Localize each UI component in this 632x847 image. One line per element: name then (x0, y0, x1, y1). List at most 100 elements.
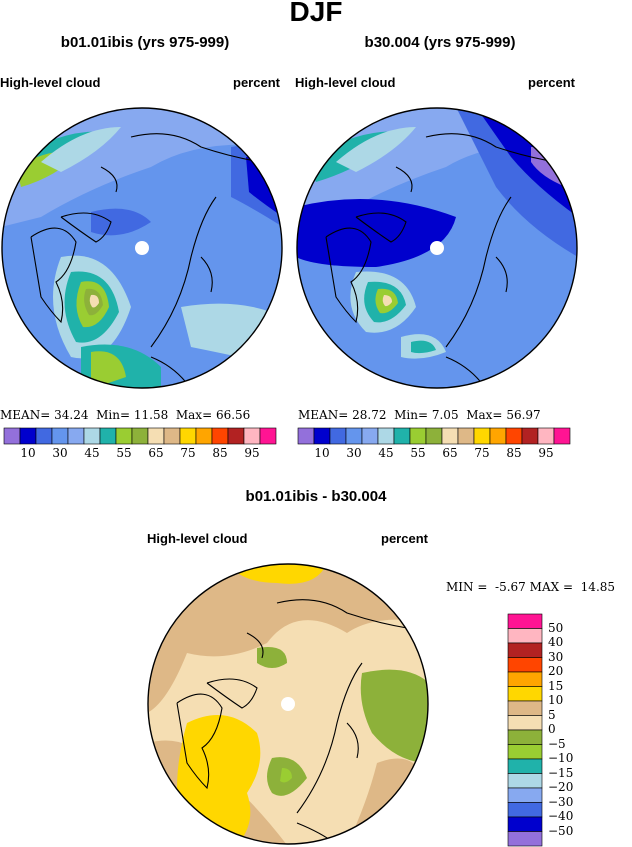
colorbar-swatch (507, 758, 543, 774)
colorbar-tick-label: 10 (548, 693, 564, 707)
colorbar-tick-label: 30 (548, 649, 564, 664)
colorbar-tick-label: −50 (548, 823, 574, 838)
colorbar-tick-label: 85 (212, 446, 228, 460)
colorbar-swatch (115, 427, 133, 445)
colorbar-tick-label: 75 (474, 446, 490, 460)
colorbar-tick-label: 15 (548, 678, 564, 693)
diff-colorbar-ticks: 50 40 30 20 15 10 5 0 −5 −10 −15 −20 −30 −40 −50 (548, 614, 588, 846)
colorbar-tick-label: 10 (314, 446, 330, 460)
colorbar-swatch (507, 802, 543, 818)
colorbar-swatch (505, 427, 523, 445)
colorbar-swatch (537, 427, 555, 445)
panel2-mean-value: 28.72 (352, 408, 387, 422)
colorbar-tick-label: 75 (180, 446, 196, 460)
min-label: Min= (394, 408, 429, 422)
colorbar-swatch (361, 427, 379, 445)
colorbar-swatch (507, 729, 543, 745)
colorbar-tick-label: 40 (548, 635, 564, 649)
colorbar-tick-label: −20 (548, 780, 574, 794)
panel2-colorbar-ticks: 10 30 45 55 65 75 85 95 (298, 446, 570, 462)
panel2-case-title: b30.004 (yrs 975-999) (364, 34, 516, 51)
colorbar-swatch (51, 427, 69, 445)
panel1-case-title: b01.01ibis (yrs 975-999) (60, 34, 230, 51)
colorbar-swatch (409, 427, 427, 445)
colorbar-swatch (507, 715, 543, 731)
colorbar-tick-label: 5 (548, 707, 556, 722)
diff-units-label: percent (381, 531, 428, 546)
colorbar-swatch (507, 831, 543, 847)
diff-min-label: MIN = (446, 580, 488, 594)
page-title: DJF (289, 0, 343, 27)
colorbar-tick-label: 0 (548, 722, 556, 736)
diff-title: b01.01ibis - b30.004 (245, 488, 387, 505)
colorbar-tick-label: 45 (378, 446, 394, 460)
colorbar-tick-label: 55 (116, 446, 132, 460)
colorbar-tick-label: 65 (148, 446, 164, 460)
panel2-max-value: 56.97 (506, 408, 541, 422)
colorbar-swatch (83, 427, 101, 445)
colorbar-swatch (521, 427, 539, 445)
colorbar-swatch (313, 427, 331, 445)
colorbar-swatch (507, 613, 543, 629)
colorbar-swatch (131, 427, 149, 445)
colorbar-swatch (507, 671, 543, 687)
colorbar-swatch (507, 773, 543, 789)
colorbar-tick-label: 65 (442, 446, 458, 460)
diff-variable-label: High-level cloud (147, 531, 248, 546)
colorbar-swatch (489, 427, 507, 445)
colorbar-tick-label: −5 (548, 736, 566, 751)
panel1-polar-map (1, 107, 283, 389)
colorbar-tick-label: 85 (506, 446, 522, 460)
colorbar-swatch (3, 427, 21, 445)
panel1-min-value: 11.58 (133, 408, 169, 422)
colorbar-swatch (507, 744, 543, 760)
colorbar-tick-label: −10 (548, 751, 574, 765)
colorbar-tick-label: 95 (538, 446, 554, 460)
colorbar-swatch (457, 427, 475, 445)
diff-polar-map (147, 563, 429, 845)
colorbar-tick-label: 55 (410, 446, 426, 460)
panel1-stats: MEAN= 34.24 Min= 11.58 Max= 66.56 (0, 408, 250, 422)
colorbar-swatch (99, 427, 117, 445)
colorbar-swatch (211, 427, 229, 445)
colorbar-tick-label: 95 (244, 446, 260, 460)
colorbar-swatch (393, 427, 411, 445)
max-label: Max= (466, 408, 503, 422)
colorbar-swatch (377, 427, 395, 445)
colorbar-swatch (507, 787, 543, 803)
colorbar-swatch (259, 427, 277, 445)
colorbar-swatch (507, 816, 543, 832)
panel2-stats: MEAN= 28.72 Min= 7.05 Max= 56.97 (298, 408, 541, 422)
panel2-min-value: 7.05 (431, 408, 459, 422)
colorbar-swatch (345, 427, 363, 445)
colorbar-swatch (507, 642, 543, 658)
mean-label: MEAN= (0, 408, 51, 422)
colorbar-tick-label: 50 (548, 620, 564, 635)
colorbar-swatch (553, 427, 571, 445)
colorbar-swatch (441, 427, 459, 445)
colorbar-tick-label: 20 (548, 664, 564, 678)
colorbar-swatch (507, 700, 543, 716)
min-label: Min= (96, 408, 131, 422)
colorbar-swatch (473, 427, 491, 445)
diff-stats: MIN = -5.67 MAX = 14.85 (446, 580, 615, 594)
colorbar-swatch (179, 427, 197, 445)
diff-max-label: MAX = (529, 580, 574, 594)
colorbar-swatch (227, 427, 245, 445)
panel2-polar-map (296, 107, 578, 389)
diff-colorbar (507, 613, 543, 847)
colorbar-tick-label: 45 (84, 446, 100, 460)
colorbar-swatch (329, 427, 347, 445)
diff-max-value: 14.85 (580, 580, 616, 594)
panel1-max-value: 66.56 (215, 408, 251, 422)
panel1-mean-value: 34.24 (54, 408, 89, 422)
mean-label: MEAN= (298, 408, 349, 422)
panel1-colorbar (3, 427, 277, 445)
colorbar-tick-label: 30 (346, 446, 362, 460)
diff-min-value: -5.67 (495, 580, 526, 594)
colorbar-swatch (507, 657, 543, 673)
panel1-colorbar-ticks: 10 30 45 55 65 75 85 95 (4, 446, 276, 462)
colorbar-swatch (147, 427, 165, 445)
colorbar-tick-label: −30 (548, 794, 574, 809)
colorbar-swatch (507, 686, 543, 702)
